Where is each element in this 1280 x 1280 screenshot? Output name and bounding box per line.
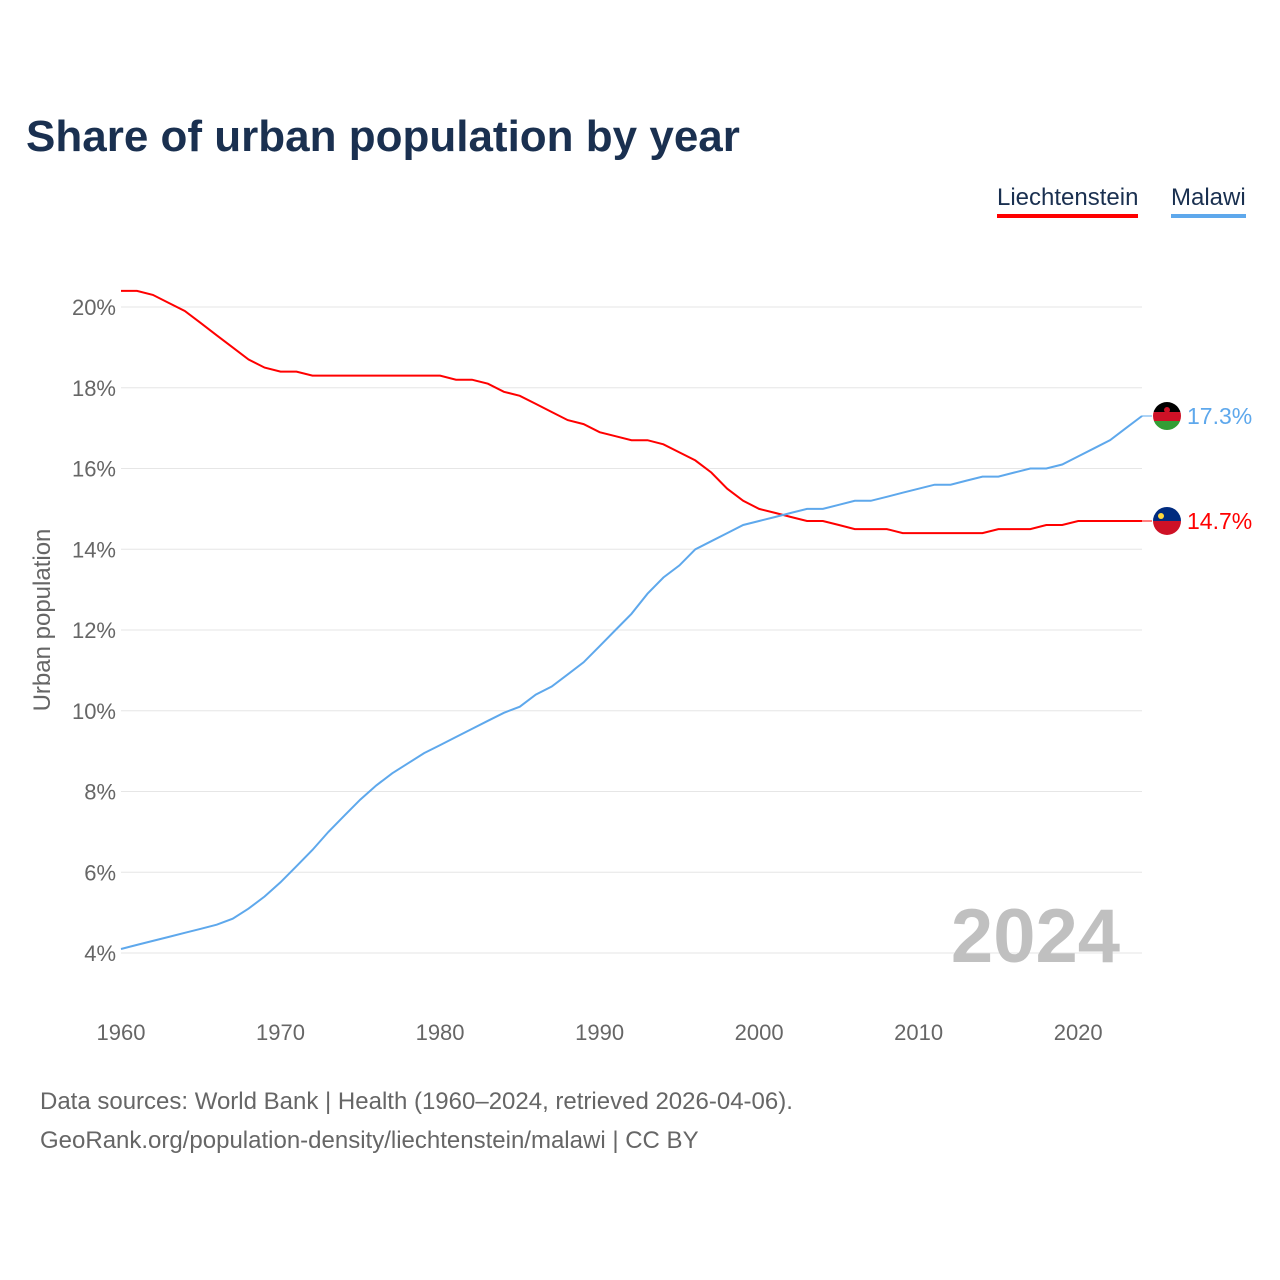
x-tick-label: 2020 xyxy=(1054,1020,1103,1045)
footer-sources: Data sources: World Bank | Health (1960–… xyxy=(40,1088,793,1115)
legend-liechtenstein[interactable]: Liechtenstein xyxy=(997,184,1139,218)
year-watermark: 2024 xyxy=(951,894,1120,979)
y-axis-label: Urban population xyxy=(29,529,56,712)
x-tick-label: 1970 xyxy=(256,1020,305,1045)
series-line-liechtenstein xyxy=(121,289,1142,535)
y-tick-label: 16% xyxy=(72,457,116,482)
y-tick-label: 6% xyxy=(84,860,116,885)
x-tick-label: 1960 xyxy=(97,1020,146,1045)
y-tick-label: 8% xyxy=(84,780,116,805)
y-tick-label: 14% xyxy=(72,537,116,562)
end-value-label: 14.7% xyxy=(1187,508,1252,534)
series-line-malawi xyxy=(120,415,1143,950)
x-tick-label: 2010 xyxy=(894,1020,943,1045)
footer-link[interactable]: GeoRank.org/population-density/liechtens… xyxy=(40,1127,699,1154)
x-tick-label: 1980 xyxy=(416,1020,465,1045)
malawi-flag-icon xyxy=(1153,402,1181,431)
y-tick-label: 18% xyxy=(72,376,116,401)
y-tick-label: 4% xyxy=(84,941,116,966)
y-tick-label: 20% xyxy=(72,295,116,320)
chart-title: Share of urban population by year xyxy=(26,112,740,161)
liechtenstein-flag-icon xyxy=(1153,506,1181,535)
end-value-label: 17.3% xyxy=(1187,403,1252,429)
x-tick-label: 2000 xyxy=(735,1020,784,1045)
x-tick-label: 1990 xyxy=(575,1020,624,1045)
y-tick-label: 12% xyxy=(72,618,116,643)
y-tick-label: 10% xyxy=(72,699,116,724)
legend-malawi[interactable]: Malawi xyxy=(1171,184,1246,218)
